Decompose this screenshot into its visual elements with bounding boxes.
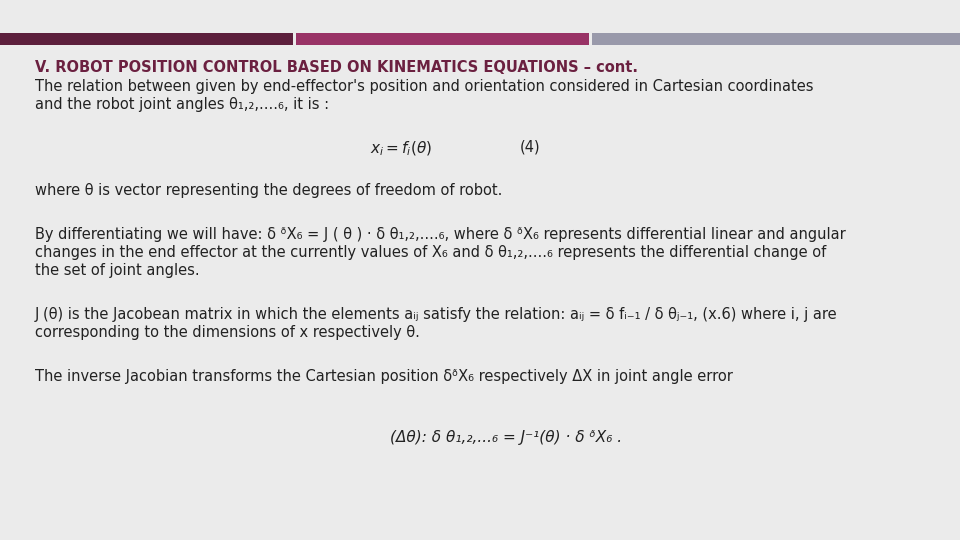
Text: The inverse Jacobian transforms the Cartesian position δᶞX₆ respectively ΔX in j: The inverse Jacobian transforms the Cart… [35, 369, 732, 384]
Bar [296, 33, 589, 45]
Text: (Δθ): δ θ₁,₂,...₆ = J⁻¹(θ) · δ ᶞX₆ .: (Δθ): δ θ₁,₂,...₆ = J⁻¹(θ) · δ ᶞX₆ . [390, 430, 622, 445]
Text: J (θ) is the Jacobean matrix in which the elements aᵢⱼ satisfy the relation: aᵢⱼ: J (θ) is the Jacobean matrix in which th… [35, 307, 838, 322]
Text: where θ is vector representing the degrees of freedom of robot.: where θ is vector representing the degre… [35, 183, 502, 198]
Bar [592, 33, 960, 45]
Text: By differentiating we will have: δ ᶞX₆ = J ( θ ) · δ θ₁,₂,....₆, where δ ᶞX₆ rep: By differentiating we will have: δ ᶞX₆ =… [35, 227, 846, 242]
Text: and the robot joint angles θ₁,₂,....₆, it is :: and the robot joint angles θ₁,₂,....₆, i… [35, 97, 329, 112]
Text: the set of joint angles.: the set of joint angles. [35, 263, 200, 278]
Text: $x_i = f_i(\theta)$: $x_i = f_i(\theta)$ [370, 140, 432, 158]
Text: corresponding to the dimensions of x respectively θ.: corresponding to the dimensions of x res… [35, 325, 420, 340]
Text: (4): (4) [520, 140, 540, 155]
Text: The relation between given by end-effector's position and orientation considered: The relation between given by end-effect… [35, 79, 813, 94]
Bar [0, 33, 293, 45]
Text: changes in the end effector at the currently values of X₆ and δ θ₁,₂,....₆ repre: changes in the end effector at the curre… [35, 245, 827, 260]
Text: V. ROBOT POSITION CONTROL BASED ON KINEMATICS EQUATIONS – cont.: V. ROBOT POSITION CONTROL BASED ON KINEM… [35, 60, 638, 75]
